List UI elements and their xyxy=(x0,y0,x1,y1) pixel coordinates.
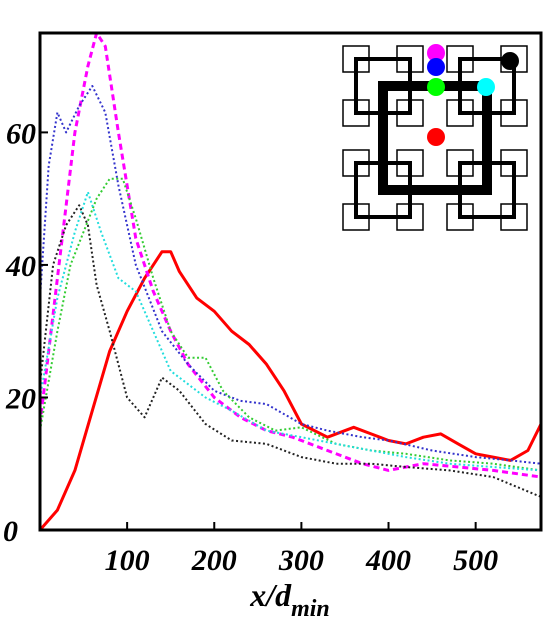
inset-mid-square xyxy=(354,57,412,115)
x-axis-label-subscript: min xyxy=(291,596,330,622)
plot-frame xyxy=(38,31,543,532)
x-tick-label: 300 xyxy=(278,544,324,577)
series-layer xyxy=(40,33,541,530)
inset-small-square xyxy=(446,99,474,127)
series-line-2 xyxy=(40,33,541,479)
x-axis-label-main: x/d xyxy=(249,577,292,613)
x-tick-label: 500 xyxy=(453,544,498,577)
inset-small-square xyxy=(500,203,528,231)
inset-small-square xyxy=(342,203,370,231)
inset-small-square xyxy=(342,99,370,127)
inset-small-square xyxy=(446,149,474,177)
series-line-6 xyxy=(40,204,541,498)
inset-marker-dot xyxy=(427,128,445,146)
inset-small-square xyxy=(342,149,370,177)
series-line-4 xyxy=(40,177,541,472)
inset-marker-dot xyxy=(427,78,445,96)
series-line-3 xyxy=(40,85,541,465)
inset-small-square xyxy=(396,45,424,73)
inset-small-square xyxy=(396,99,424,127)
x-axis-label: x/dmin xyxy=(249,577,330,622)
inset-fractal-diagram xyxy=(342,44,528,231)
inset-small-square xyxy=(446,203,474,231)
inset-small-square xyxy=(342,45,370,73)
inset-marker-dot xyxy=(501,52,519,70)
inset-mid-square xyxy=(458,161,516,219)
inset-marker-dot xyxy=(427,58,445,76)
x-tick-label: 200 xyxy=(191,544,237,577)
y-tick-label: 40 xyxy=(5,250,36,283)
y-tick-label: 20 xyxy=(5,382,36,415)
inset-small-square xyxy=(500,99,528,127)
inset-small-square xyxy=(396,149,424,177)
inset-mid-square xyxy=(458,57,516,115)
inset-small-square xyxy=(396,203,424,231)
inset-mid-square xyxy=(354,161,412,219)
series-line-1 xyxy=(40,250,541,530)
x-tick-label: 100 xyxy=(105,544,150,577)
y-tick-label: 60 xyxy=(6,117,36,150)
inset-marker-dot xyxy=(427,44,445,62)
inset-marker-dot xyxy=(477,78,495,96)
inset-small-square xyxy=(500,45,528,73)
ticks-layer: 100 200 300 400 500 0 20 40 60 xyxy=(3,117,498,577)
inset-small-square xyxy=(446,45,474,73)
x-tick-label: 400 xyxy=(365,544,411,577)
inset-small-square xyxy=(500,149,528,177)
y-tick-label: 0 xyxy=(3,515,18,548)
